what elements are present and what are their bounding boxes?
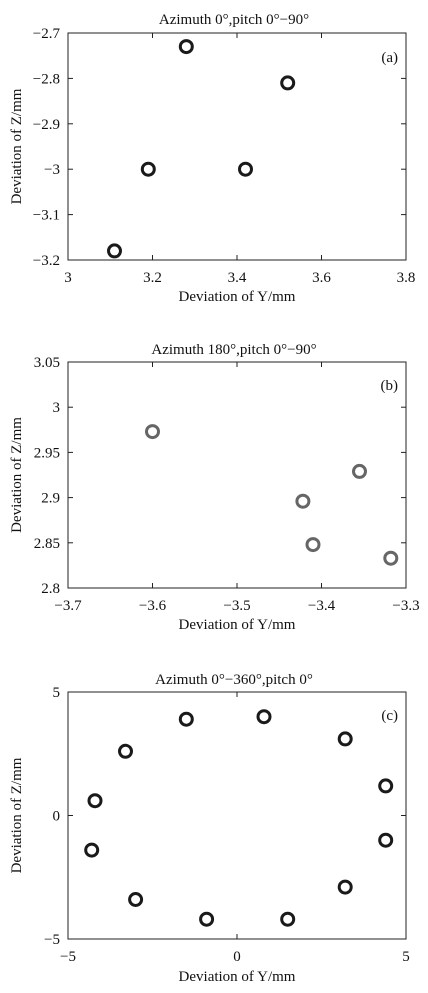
chart-b-y-tick-label-0: 3.05: [34, 355, 60, 371]
chart-b-y-axis-label: Deviation of Z/mm: [9, 417, 25, 533]
chart-c-y-tick-label-1: 0: [53, 809, 61, 825]
chart-a-point-4: [107, 243, 122, 259]
chart-a-y-tick-label-0: −2.7: [33, 26, 61, 42]
chart-a-frame: [67, 32, 407, 261]
chart-b-y-tick-label-3: 2.9: [41, 491, 60, 507]
chart-b-x-tick-label-2: −3.5: [223, 598, 250, 614]
chart-a-y-tick-label-1: −2.8: [33, 71, 60, 87]
chart-b-x-tick-label-1: −3.6: [139, 598, 167, 614]
chart-a-panel-label: (a): [381, 50, 398, 66]
chart-a-x-tick-label-0: 3: [64, 270, 72, 286]
chart-c-point-11: [118, 743, 133, 759]
chart-a-x-axis-label: Deviation of Y/mm: [179, 289, 296, 305]
chart-a: Azimuth 0°,pitch 0°−90° (a) 3 3.2 3.4 3.…: [9, 12, 415, 305]
chart-b-x-tick-label-3: −3.4: [308, 598, 336, 614]
chart-c-title: Azimuth 0°−360°,pitch 0°: [155, 672, 313, 688]
chart-c-point-5: [337, 879, 353, 895]
chart-c-point-4: [378, 832, 394, 848]
chart-c-point-7: [199, 911, 215, 927]
chart-c-point-3: [378, 778, 394, 794]
chart-c-x-tick-label-2: 5: [402, 949, 410, 965]
chart-c-point-6: [280, 911, 296, 927]
chart-a-y-tick-label-5: −3.2: [33, 253, 60, 269]
chart-c-y-axis-label: Deviation of Z/mm: [9, 757, 25, 873]
chart-c: Azimuth 0°−360°,pitch 0° (c) −5 0 5 5 0 …: [9, 672, 410, 985]
chart-b-x-tick-label-0: −3.7: [54, 598, 82, 614]
chart-a-title: Azimuth 0°,pitch 0°−90°: [159, 12, 309, 28]
chart-c-frame: [67, 691, 407, 940]
chart-b-point-1: [352, 463, 367, 479]
chart-c-x-tick-label-1: 0: [233, 949, 241, 965]
chart-b-x-tick-label-4: −3.3: [392, 598, 419, 614]
chart-c-panel-label: (c): [381, 708, 398, 724]
chart-a-y-tick-label-2: −2.9: [33, 117, 60, 133]
chart-b-point-0: [145, 424, 160, 440]
chart-a-y-tick-label-4: −3.1: [33, 208, 60, 224]
chart-c-y-tick-label-2: −5: [44, 932, 60, 948]
chart-a-x-tick-label-3: 3.6: [312, 270, 331, 286]
chart-b-y-tick-label-5: 2.8: [41, 581, 60, 597]
chart-c-point-1: [256, 709, 272, 725]
chart-b-panel-label: (b): [381, 378, 399, 394]
chart-a-point-1: [280, 75, 296, 91]
chart-c-y-tick-label-0: 5: [53, 685, 61, 701]
chart-c-point-10: [87, 793, 103, 809]
chart-b-x-axis-label: Deviation of Y/mm: [179, 617, 296, 633]
chart-b-point-2: [295, 493, 311, 509]
chart-c-point-9: [84, 842, 100, 858]
chart-a-point-0: [178, 39, 194, 55]
chart-c-point-2: [337, 731, 353, 747]
chart-b-title: Azimuth 180°,pitch 0°−90°: [151, 342, 316, 358]
chart-a-y-axis-label: Deviation of Z/mm: [9, 88, 25, 204]
chart-c-x-tick-label-0: −5: [60, 949, 76, 965]
chart-b-y-tick-label-4: 2.85: [34, 536, 60, 552]
chart-a-y-tick-label-3: −3: [44, 162, 60, 178]
chart-b-y-tick-label-2: 2.95: [34, 445, 60, 461]
chart-a-x-tick-label-1: 3.2: [143, 270, 162, 286]
chart-a-point-2: [140, 161, 156, 177]
chart-a-point-3: [238, 161, 253, 177]
chart-b-y-tick-label-1: 3: [53, 400, 61, 416]
chart-c-x-axis-label: Deviation of Y/mm: [179, 969, 296, 985]
chart-a-x-tick-label-4: 3.8: [397, 270, 416, 286]
chart-b-point-4: [383, 550, 399, 566]
chart-a-x-tick-label-2: 3.4: [228, 270, 247, 286]
chart-c-point-0: [178, 711, 194, 727]
chart-b: Azimuth 180°,pitch 0°−90° (b) −3.7 −3.6 …: [9, 342, 420, 633]
chart-c-point-8: [128, 892, 144, 907]
chart-b-point-3: [305, 537, 321, 553]
